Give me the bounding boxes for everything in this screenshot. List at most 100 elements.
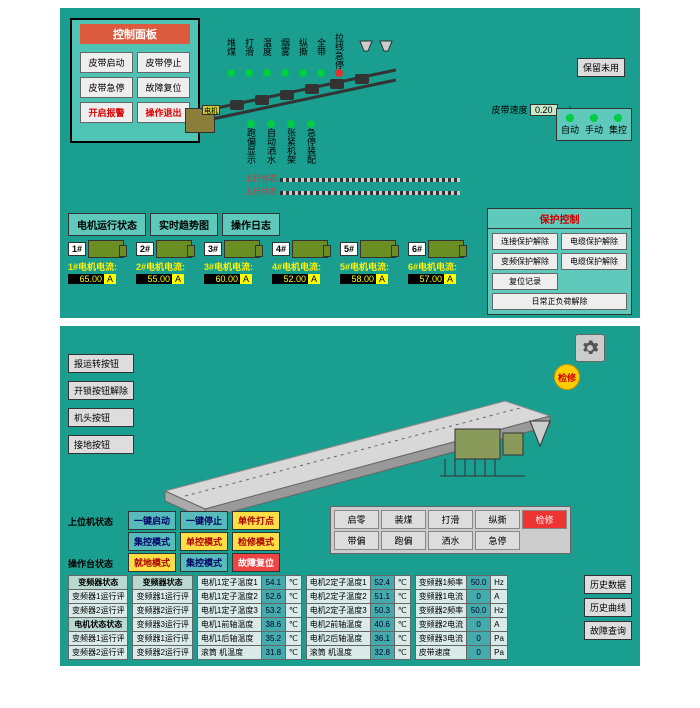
track-line-1 [280, 178, 460, 182]
roller-icon [305, 84, 319, 94]
indicator-dot [245, 69, 253, 77]
motor-num: 3# [204, 242, 222, 256]
tab-log[interactable]: 操作日志 [222, 213, 280, 236]
prot-btn-2[interactable]: 电缆保护解除 [561, 233, 627, 250]
left-btn-2[interactable]: 开锁按钮解除 [68, 381, 134, 400]
gear-button[interactable] [575, 334, 605, 362]
hopper-icon [358, 39, 374, 57]
vlabel2-1: 跑偏显示 [245, 128, 258, 164]
speed-value: 0.20 [530, 104, 558, 116]
btn-op-exit[interactable]: 操作退出 [137, 102, 190, 123]
indicator-dot [247, 120, 255, 128]
motor-num: 1# [68, 242, 86, 256]
scada-panel-upper: 控制面板 皮带启动 皮带停止 皮带急停 故障复位 开启报警 操作退出 堆煤 打滑… [60, 8, 640, 318]
motor-unit: A [444, 274, 456, 284]
control-panel-box: 控制面板 皮带启动 皮带停止 皮带急停 故障复位 开启报警 操作退出 [70, 18, 200, 143]
speed-label: 皮带速度 [491, 105, 527, 115]
btn-history-curve[interactable]: 历史曲线 [584, 598, 632, 617]
motor-num: 6# [408, 242, 426, 256]
tab-motor-status[interactable]: 电机运行状态 [68, 213, 146, 236]
motor-icon [428, 240, 464, 258]
motor-icon [292, 240, 328, 258]
maintenance-badge: 检修 [554, 364, 580, 390]
motor-current-value: 55.00 [136, 274, 172, 284]
vlabel2-3: 张紧机架 [285, 128, 298, 164]
prot-btn-4[interactable]: 电缆保护解除 [561, 253, 627, 270]
motor-item: 6#6#电机电流:57.00A [408, 240, 470, 284]
left-btn-3[interactable]: 机头按钮 [68, 408, 134, 427]
mode-auto: 自动 [561, 125, 579, 135]
motor-item: 4#4#电机电流:52.00A [272, 240, 334, 284]
vlabel2-4: 急停装配 [305, 128, 318, 164]
inverter-table-2: 变频器状态 变频器1运行评 变频器2运行评 变频器3运行评 变频器1运行评 变频… [132, 575, 192, 660]
mode-dot-manual [590, 114, 598, 122]
motor-item: 2# 2#电机电流:55.00A [136, 240, 198, 284]
motor-unit: A [376, 274, 388, 284]
vlabel2-2: 自动洒水 [265, 128, 278, 164]
btn-belt-start[interactable]: 皮带启动 [80, 52, 133, 73]
indicator-dot-red [335, 69, 343, 77]
prot-btn-5[interactable]: 复位记录 [492, 273, 558, 290]
protection-title: 保护控制 [488, 209, 631, 229]
motor-item: 5#5#电机电流:58.00A [340, 240, 402, 284]
control-panel-title: 控制面板 [80, 24, 190, 44]
motor-label: 5#电机电流: [340, 260, 402, 273]
btn-fault-reset[interactable]: 故障复位 [137, 77, 190, 98]
vlabel-4: 烟雾 [279, 38, 292, 56]
prot-btn-1[interactable]: 连接保护解除 [492, 233, 558, 250]
btn-belt-estop[interactable]: 皮带急停 [80, 77, 133, 98]
roller-icon [255, 95, 269, 105]
mode-manual: 手动 [585, 125, 603, 135]
motor-label: 2#电机电流: [136, 260, 198, 273]
motor-unit: A [104, 274, 116, 284]
motor-num: 2# [136, 242, 154, 256]
track-text-2: 上行状态 [245, 186, 277, 197]
left-btn-4[interactable]: 接地按钮 [68, 435, 134, 454]
mtab3-3[interactable]: 故障复位 [232, 553, 280, 572]
protection-control-box: 保护控制 连接保护解除 电缆保护解除 变频保护解除 电缆保护解除 复位记录 日常… [487, 208, 632, 315]
btn-history-data[interactable]: 历史数据 [584, 575, 632, 594]
prot-btn-6[interactable]: 日常正负荷解除 [492, 293, 627, 310]
vlabel-1: 堆煤 [225, 38, 238, 56]
left-btn-1[interactable]: 报运转按钮 [68, 354, 134, 373]
tab-row: 电机运行状态 实时趋势图 操作日志 [68, 213, 280, 236]
motor-unit: A [308, 274, 320, 284]
indicator-dot [317, 69, 325, 77]
mode-central: 集控 [609, 125, 627, 135]
inverter-table-1: 变频器状态 变频器1运行评 变频器2运行评 电机状态状态 变频器1运行评 变频器… [68, 575, 128, 660]
motor-unit: A [172, 274, 184, 284]
prot-btn-3[interactable]: 变频保护解除 [492, 253, 558, 270]
indicator-dot [227, 69, 235, 77]
mode-indicator-box: 自动 手动 集控 [556, 108, 632, 141]
tab-trend[interactable]: 实时趋势图 [150, 213, 218, 236]
motor-item: 1#1#电机电流:65.00A [68, 240, 130, 284]
motor-icon [224, 240, 260, 258]
row2-label: 操作台状态 [68, 555, 124, 570]
vlabel-6: 全带 [315, 38, 328, 56]
motor-unit: A [240, 274, 252, 284]
mtab-single[interactable]: 单件打点 [232, 511, 280, 530]
mode-dot-auto [566, 114, 574, 122]
motor-label: 1#电机电流: [68, 260, 130, 273]
mtab2-3[interactable]: 检修模式 [232, 532, 280, 551]
inverter-freq-table: 变频器1频率50.0Hz变频器1电流0A变频器2频率50.0Hz变频器2电流0A… [415, 575, 508, 660]
motor-current-value: 57.00 [408, 274, 444, 284]
mtab2-1[interactable]: 集控模式 [128, 532, 176, 551]
mtab-stop[interactable]: 一键停止 [180, 511, 228, 530]
mtab3-1[interactable]: 就地模式 [128, 553, 176, 572]
mtab3-2[interactable]: 集控模式 [180, 553, 228, 572]
motor-num: 5# [340, 242, 358, 256]
mtab2-2[interactable]: 单控模式 [180, 532, 228, 551]
btn-alarm-on[interactable]: 开启报警 [80, 102, 133, 123]
vlabel-7: 拉线急停 [333, 33, 346, 69]
indicator-dot [307, 120, 315, 128]
indicator-dot [281, 69, 289, 77]
row1-label: 上位机状态 [68, 513, 124, 528]
btn-fault-query[interactable]: 故障查询 [584, 621, 632, 640]
motor-icon [88, 240, 124, 258]
drive-label: 电机 [202, 105, 220, 115]
btn-reserve[interactable]: 保留未用 [577, 58, 625, 77]
btn-belt-stop[interactable]: 皮带停止 [137, 52, 190, 73]
mtab-start[interactable]: 一键启动 [128, 511, 176, 530]
indicator-dot [287, 120, 295, 128]
